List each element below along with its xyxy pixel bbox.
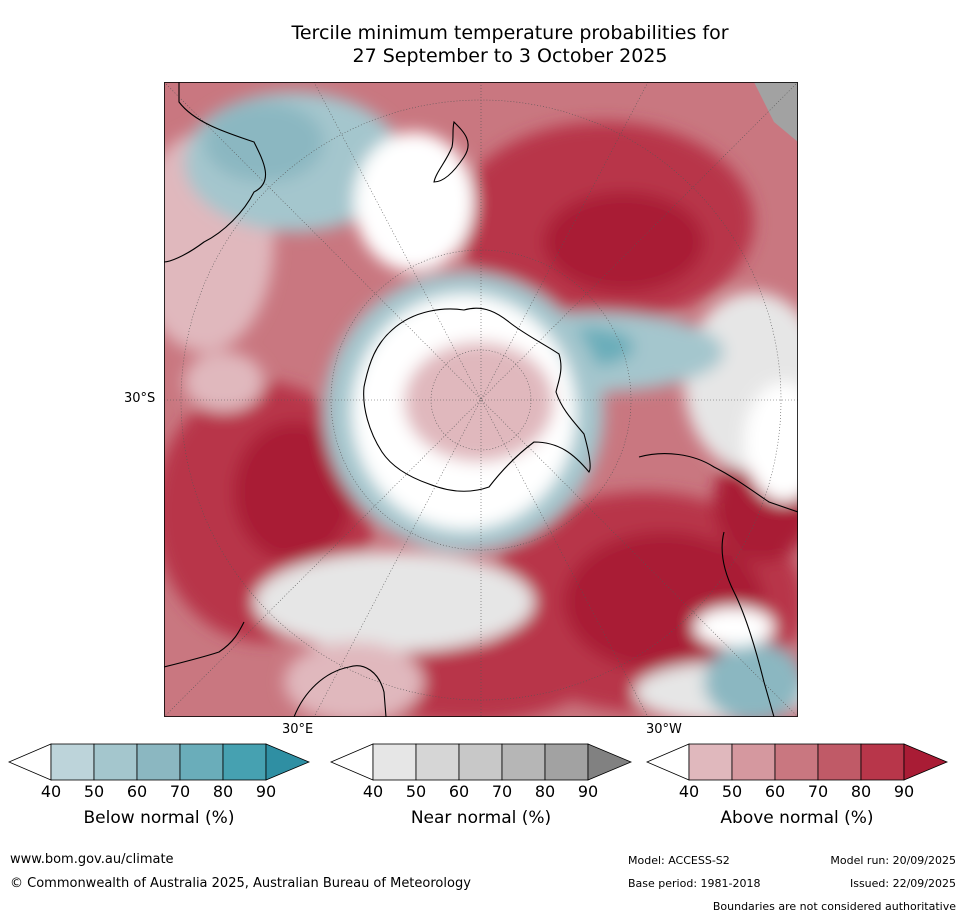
colorbar-above-title: Above normal (%) — [720, 808, 874, 828]
above-swatch-2 — [731, 743, 776, 781]
above-tick-label: 40 — [678, 782, 700, 801]
below-swatch-5 — [222, 743, 267, 781]
near-tick-label: 80 — [534, 782, 556, 801]
below-tick-label: 90 — [255, 782, 277, 801]
near-swatch-high — [587, 743, 632, 781]
above-swatch-1 — [688, 743, 733, 781]
near-swatch-3 — [458, 743, 503, 781]
lat-label-30s: 30°S — [124, 391, 156, 406]
above-tick-label: 90 — [893, 782, 915, 801]
above-tick-label: 60 — [764, 782, 786, 801]
above-swatch-5 — [860, 743, 905, 781]
footer-base-period: Base period: 1981-2018 — [628, 877, 761, 890]
graticule — [164, 82, 798, 717]
near-tick-label: 40 — [362, 782, 384, 801]
above-swatch-4 — [817, 743, 862, 781]
below-swatch-4 — [179, 743, 224, 781]
below-tick-label: 60 — [126, 782, 148, 801]
near-tick-label: 70 — [491, 782, 513, 801]
above-tick-label: 50 — [721, 782, 743, 801]
colorbar-above — [646, 743, 948, 781]
probability-map — [164, 82, 798, 717]
above-swatch-3 — [774, 743, 819, 781]
below-swatch-3 — [136, 743, 181, 781]
near-swatch-5 — [544, 743, 589, 781]
coastlines — [164, 82, 798, 717]
lon-label-30e: 30°E — [282, 722, 314, 737]
near-swatch-4 — [501, 743, 546, 781]
below-tick-label: 50 — [83, 782, 105, 801]
footer-issued: Issued: 22/09/2025 — [849, 877, 956, 890]
footer-copyright: © Commonwealth of Australia 2025, Austra… — [10, 876, 471, 891]
near-tick-label: 50 — [405, 782, 427, 801]
colorbar-near — [330, 743, 632, 781]
below-tick-label: 70 — [169, 782, 191, 801]
above-swatch-low — [646, 743, 690, 781]
below-tick-label: 40 — [40, 782, 62, 801]
chart-title-line1: Tercile minimum temperature probabilitie… — [291, 22, 729, 44]
chart-title-line2: 27 September to 3 October 2025 — [352, 45, 668, 67]
below-swatch-1 — [50, 743, 95, 781]
footer-model: Model: ACCESS-S2 — [628, 854, 730, 867]
above-swatch-high — [903, 743, 948, 781]
below-swatch-high — [265, 743, 310, 781]
near-swatch-2 — [415, 743, 460, 781]
footer-disclaimer: Boundaries are not considered authoritat… — [712, 900, 956, 913]
colorbar-near-title: Near normal (%) — [410, 808, 552, 828]
colorbar-below — [8, 743, 310, 781]
colorbar-below-title: Below normal (%) — [83, 808, 235, 828]
near-tick-label: 90 — [577, 782, 599, 801]
above-tick-label: 80 — [850, 782, 872, 801]
below-swatch-low — [8, 743, 52, 781]
footer-model-run: Model run: 20/09/2025 — [830, 854, 956, 867]
above-tick-label: 70 — [807, 782, 829, 801]
near-swatch-low — [330, 743, 374, 781]
below-swatch-2 — [93, 743, 138, 781]
footer-website: www.bom.gov.au/climate — [10, 852, 174, 867]
below-tick-label: 80 — [212, 782, 234, 801]
near-swatch-1 — [372, 743, 417, 781]
lon-label-30w: 30°W — [646, 722, 682, 737]
near-tick-label: 60 — [448, 782, 470, 801]
